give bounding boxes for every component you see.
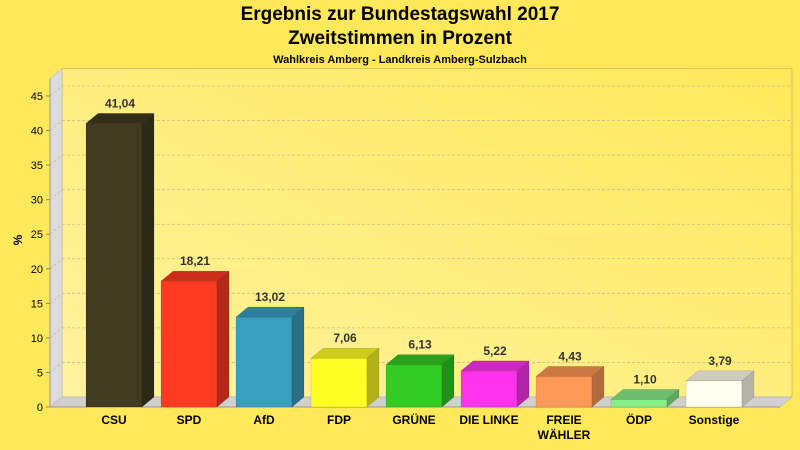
x-tick-label: Sonstige bbox=[689, 413, 740, 427]
bar-side bbox=[741, 370, 755, 408]
gridline bbox=[49, 293, 63, 304]
y-tick-label: 35 bbox=[31, 160, 43, 172]
chart-subsubtitle: Wahlkreis Amberg - Landkreis Amberg-Sulz… bbox=[273, 54, 527, 66]
y-tick-label: 0 bbox=[37, 402, 43, 414]
x-tick-label: ÖDP bbox=[626, 412, 652, 427]
bar-side bbox=[141, 112, 155, 408]
x-tick-label: GRÜNE bbox=[392, 412, 435, 427]
bar-front bbox=[610, 399, 668, 408]
data-label: 1,10 bbox=[633, 372, 657, 386]
data-label: 4,43 bbox=[558, 349, 582, 363]
data-label: 6,13 bbox=[408, 338, 432, 352]
gridline bbox=[49, 189, 63, 200]
gridline bbox=[49, 120, 63, 131]
bar-side bbox=[291, 306, 305, 408]
bar-front bbox=[685, 380, 743, 408]
chart-subtitle: Zweitstimmen in Prozent bbox=[288, 28, 512, 49]
bar-front bbox=[310, 357, 368, 408]
bar-side bbox=[591, 365, 605, 408]
plot-side-wall bbox=[49, 68, 63, 408]
gridline bbox=[49, 154, 63, 166]
data-label: 18,21 bbox=[180, 254, 210, 268]
data-label: 41,04 bbox=[105, 96, 135, 110]
bar-side bbox=[441, 354, 455, 408]
x-tick-label: AfD bbox=[253, 413, 275, 427]
bar-front bbox=[85, 123, 143, 408]
x-tick-label: SPD bbox=[177, 413, 202, 427]
bar-side bbox=[516, 360, 530, 408]
x-tick-label: CSU bbox=[101, 413, 126, 427]
y-tick-label: 15 bbox=[31, 298, 43, 310]
bar-side bbox=[366, 347, 380, 408]
gridline bbox=[49, 258, 63, 270]
bar-front bbox=[385, 364, 443, 408]
gridline bbox=[49, 223, 63, 235]
gridline bbox=[49, 327, 63, 339]
x-tick-label: FDP bbox=[327, 413, 351, 427]
bar-side bbox=[216, 270, 230, 408]
gridline bbox=[49, 362, 63, 373]
bar-front bbox=[235, 316, 293, 408]
data-label: 13,02 bbox=[255, 290, 285, 304]
y-tick-label: 40 bbox=[31, 126, 43, 138]
y-axis-label: % bbox=[11, 234, 25, 245]
y-tick-label: 5 bbox=[37, 367, 43, 379]
x-tick-label: FREIE bbox=[546, 413, 581, 427]
y-tick-label: 20 bbox=[31, 264, 43, 276]
bar-front bbox=[460, 370, 518, 408]
data-label: 5,22 bbox=[483, 344, 507, 358]
chart-title: Ergebnis zur Bundestagswahl 2017 bbox=[240, 4, 560, 25]
bar-side bbox=[666, 388, 680, 408]
y-tick-label: 45 bbox=[31, 91, 43, 103]
y-tick-label: 25 bbox=[31, 229, 43, 241]
x-tick-label: WÄHLER bbox=[538, 427, 591, 442]
y-tick-label: 30 bbox=[31, 195, 43, 207]
bar-front bbox=[160, 280, 218, 408]
gridline bbox=[49, 85, 63, 97]
x-tick-label: DIE LINKE bbox=[459, 413, 518, 427]
data-label: 3,79 bbox=[708, 354, 732, 368]
bar-front bbox=[535, 376, 593, 408]
y-tick-label: 10 bbox=[31, 333, 43, 345]
data-label: 7,06 bbox=[333, 331, 357, 345]
